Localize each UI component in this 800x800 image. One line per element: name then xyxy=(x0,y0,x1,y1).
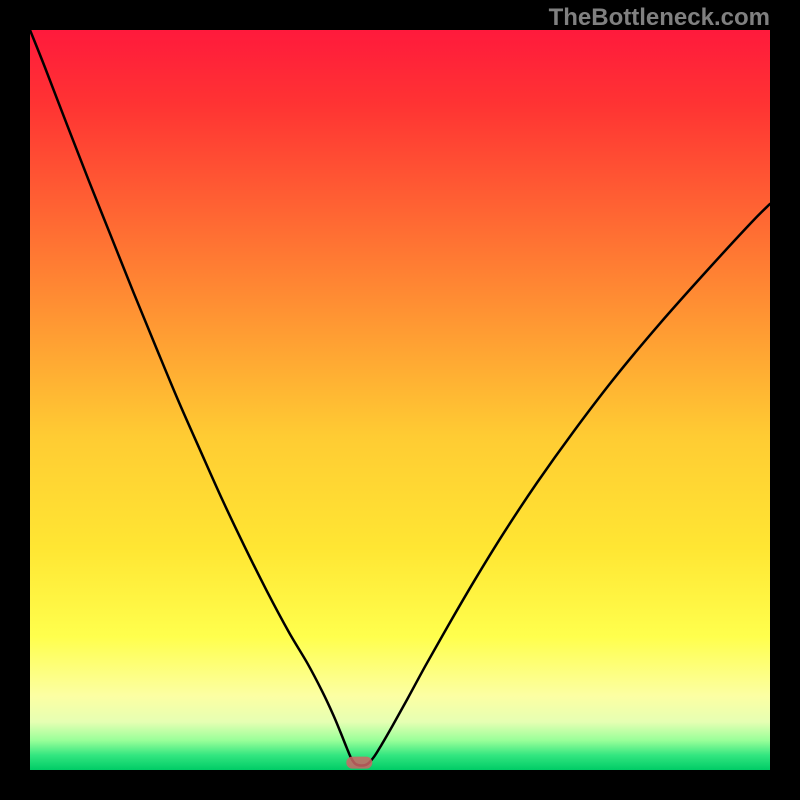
gradient-background xyxy=(30,30,770,770)
plot-area xyxy=(30,30,770,770)
watermark-text: TheBottleneck.com xyxy=(549,4,770,32)
optimal-marker xyxy=(346,757,372,769)
chart-svg xyxy=(30,30,770,770)
